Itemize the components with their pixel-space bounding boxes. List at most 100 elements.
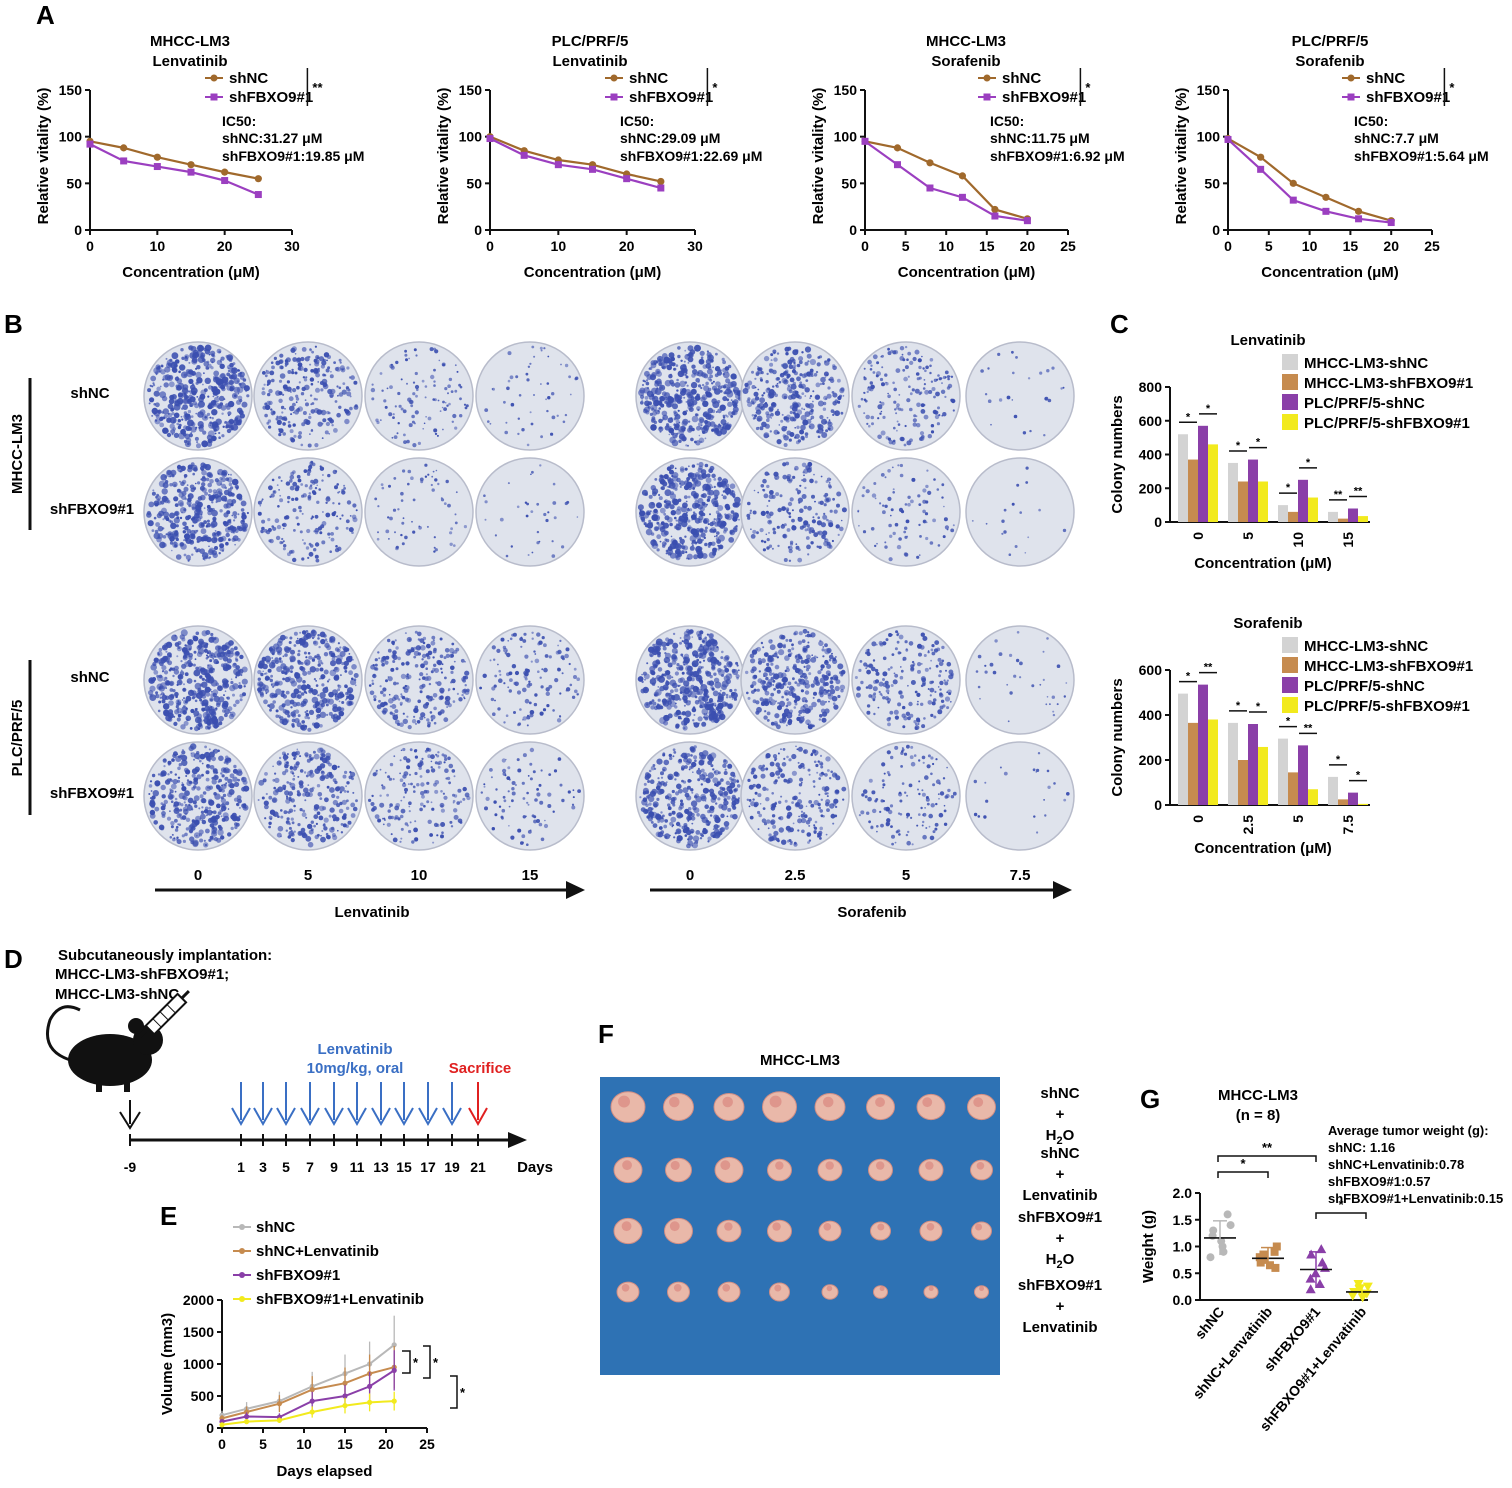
colony: [681, 367, 684, 370]
colony: [192, 663, 196, 667]
dish-plate: [253, 457, 363, 567]
colony: [749, 511, 752, 515]
colony: [265, 529, 271, 535]
colony: [421, 683, 426, 688]
colony: [749, 509, 753, 512]
colony: [679, 641, 682, 645]
colony: [695, 674, 703, 682]
colony: [802, 709, 806, 714]
colony: [733, 399, 739, 405]
colony: [271, 478, 275, 482]
colony: [168, 700, 174, 706]
colony: [780, 419, 784, 423]
colony: [310, 409, 316, 414]
colony: [283, 544, 287, 548]
colony: [827, 427, 831, 431]
colony: [683, 658, 690, 664]
colony: [505, 554, 509, 558]
colony: [824, 675, 828, 679]
colony: [837, 395, 842, 401]
colony: [712, 380, 715, 383]
colony: [323, 652, 329, 657]
colony: [388, 538, 390, 540]
colony: [770, 412, 774, 417]
colony: [745, 670, 749, 675]
colony: [213, 695, 220, 703]
colony: [765, 533, 768, 536]
colony: [454, 521, 458, 525]
colony: [706, 473, 711, 478]
colony: [288, 641, 292, 644]
colony: [494, 534, 497, 537]
colony: [224, 713, 228, 718]
colony: [919, 431, 925, 436]
colony: [661, 366, 663, 368]
colony: [719, 369, 722, 372]
colony: [767, 387, 771, 391]
colony: [787, 648, 792, 653]
colony: [709, 652, 715, 658]
colony: [802, 471, 805, 474]
y-tick-label: 0: [1212, 222, 1220, 238]
colony: [527, 365, 531, 368]
colony: [185, 715, 192, 722]
colony: [212, 534, 217, 539]
colony: [176, 422, 179, 426]
colony: [808, 423, 815, 430]
colony: [688, 508, 693, 512]
colony: [305, 713, 310, 717]
colony: [200, 522, 205, 527]
colony: [673, 423, 676, 427]
colony: [315, 398, 318, 401]
colony: [182, 404, 189, 410]
colony: [341, 514, 344, 517]
colony: [193, 710, 200, 717]
colony: [758, 670, 761, 673]
colony: [278, 428, 284, 434]
colony: [942, 412, 947, 417]
colony: [817, 670, 822, 675]
colony: [875, 374, 879, 378]
colony: [887, 392, 889, 395]
colony: [449, 653, 454, 658]
colony: [307, 670, 312, 675]
colony: [345, 410, 351, 416]
colony: [299, 530, 303, 534]
colony: [713, 485, 716, 488]
colony: [275, 360, 281, 366]
colony: [303, 651, 307, 655]
colony: [311, 350, 314, 354]
colony: [526, 443, 530, 447]
data-point: [153, 153, 161, 161]
colony: [656, 534, 662, 540]
colony: [676, 506, 682, 511]
colony: [711, 702, 715, 706]
colony: [339, 651, 346, 657]
colony: [687, 472, 695, 479]
colony: [263, 699, 268, 705]
colony: [522, 639, 527, 643]
colony: [699, 661, 702, 664]
colony: [215, 402, 221, 408]
colony: [387, 516, 390, 519]
colony: [564, 653, 569, 659]
colony: [658, 496, 663, 501]
colony: [1024, 552, 1027, 554]
colony: [781, 413, 784, 416]
colony: [154, 502, 159, 507]
data-point: [1289, 179, 1297, 187]
colony: [237, 395, 243, 401]
colony: [816, 520, 823, 526]
colony: [835, 679, 841, 685]
colony: [766, 418, 770, 423]
colony: [199, 409, 206, 416]
colony: [898, 394, 901, 396]
colony: [234, 543, 236, 546]
colony: [684, 710, 692, 718]
colony: [828, 654, 834, 660]
panel-letter-g: G: [1140, 1084, 1160, 1114]
colony: [903, 530, 907, 534]
colony: [372, 673, 377, 679]
colony: [354, 404, 358, 408]
colony: [177, 489, 181, 492]
